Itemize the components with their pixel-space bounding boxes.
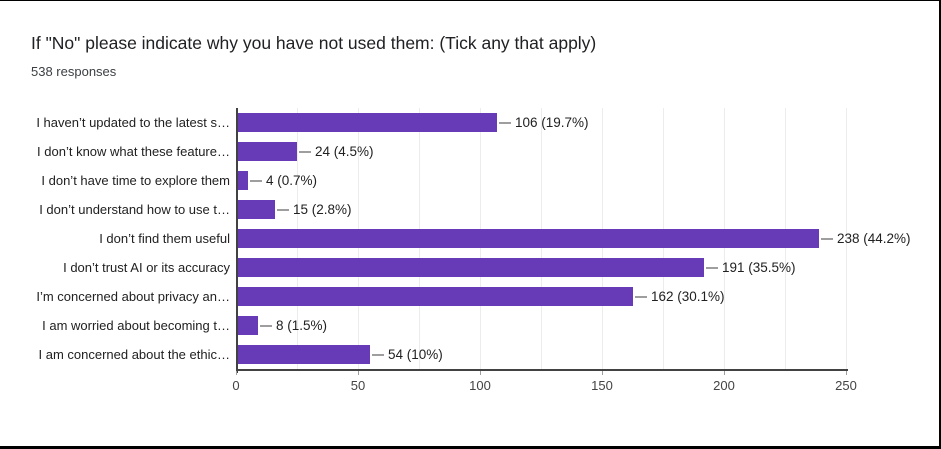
category-label: I don’t have time to explore them [41,172,230,188]
category-label: I haven’t updated to the latest s… [36,114,230,130]
x-tick-label: 100 [469,378,491,393]
bar[interactable] [238,200,275,219]
value-label: 191 (35.5%) [722,259,796,275]
x-tick-mark [846,371,847,375]
category-label: I don’t know what these feature… [37,143,230,159]
value-label: 15 (2.8%) [293,201,352,217]
bar[interactable] [238,113,497,132]
value-label: 24 (4.5%) [315,143,374,159]
category-label: I don’t trust AI or its accuracy [63,259,230,275]
value-connector [260,324,272,327]
x-tick-label: 150 [591,378,613,393]
bar[interactable] [238,258,704,277]
value-label: 4 (0.7%) [266,172,318,188]
value-connector [277,208,289,211]
value-label: 162 (30.1%) [651,288,725,304]
x-tick-label: 200 [713,378,735,393]
category-label: I am concerned about the ethic… [38,346,230,362]
value-connector [499,121,511,124]
x-tick-mark [236,371,237,375]
page-title: If "No" please indicate why you have not… [31,33,597,53]
x-tick-label: 250 [835,378,857,393]
gridline [846,108,847,369]
x-tick-mark [480,371,481,375]
value-label: 238 (44.2%) [837,230,911,246]
x-tick-mark [358,371,359,375]
x-tick-mark [602,371,603,375]
bar[interactable] [238,287,633,306]
value-connector [372,353,384,356]
x-tick-label: 0 [232,378,240,393]
category-label: I’m concerned about privacy an… [36,288,230,304]
value-label: 106 (19.7%) [515,114,589,130]
x-tick-label: 50 [350,378,366,393]
value-connector [299,150,311,153]
y-axis-line [236,108,238,373]
value-connector [250,179,262,182]
x-tick-mark [724,371,725,375]
bar[interactable] [238,345,370,364]
value-label: 54 (10%) [388,346,443,362]
category-label: I am worried about becoming t… [42,317,230,333]
x-axis-line [236,369,848,371]
category-label: I don’t understand how to use t… [39,201,230,217]
category-label: I don’t find them useful [99,230,230,246]
value-connector [635,295,647,298]
value-connector [821,237,833,240]
bar[interactable] [238,171,248,190]
bar[interactable] [238,316,258,335]
value-label: 8 (1.5%) [276,317,328,333]
response-count: 538 responses [31,64,117,79]
bar[interactable] [238,142,297,161]
value-connector [706,266,718,269]
bar[interactable] [238,229,819,248]
